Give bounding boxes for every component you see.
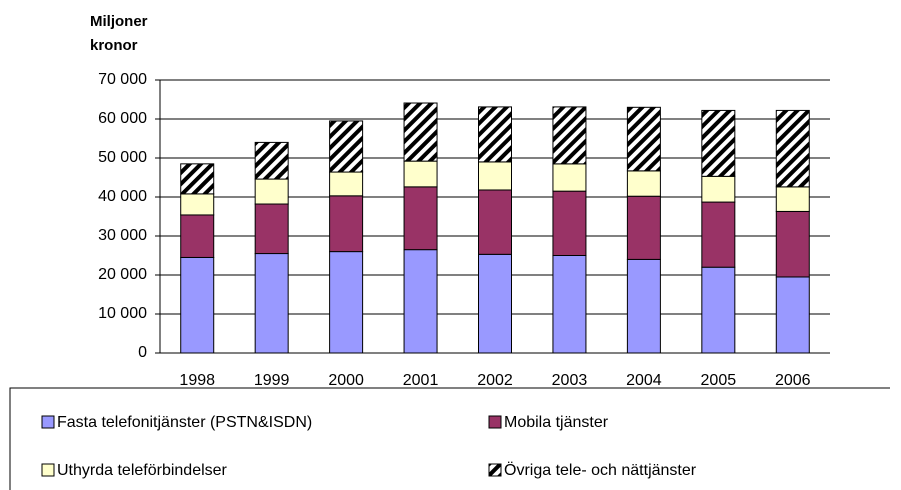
bar-segment xyxy=(626,258,661,354)
bar-segment xyxy=(403,102,438,162)
bar-segment xyxy=(403,186,438,251)
bar-segment xyxy=(775,276,810,354)
bar-segment xyxy=(254,203,289,255)
bar-segment xyxy=(552,163,587,192)
x-tick-label: 2001 xyxy=(403,372,439,389)
bar-segment xyxy=(775,210,810,278)
bar-segment xyxy=(626,170,661,197)
bar-segment xyxy=(552,255,587,354)
bar-segment xyxy=(180,163,215,195)
bar-segment xyxy=(552,106,587,165)
bar-segment xyxy=(329,171,364,197)
bar-segment xyxy=(403,160,438,188)
bar-segment xyxy=(254,141,289,180)
legend-label: Övriga tele- och nättjänster xyxy=(504,461,697,479)
bar-segment xyxy=(775,109,810,188)
y-tick-label: 0 xyxy=(138,344,147,361)
bar-segment xyxy=(626,106,661,172)
bar-segment xyxy=(478,161,512,191)
y-tick-label: 30 000 xyxy=(98,227,147,244)
legend-label: Fasta telefonitjänster (PSTN&ISDN) xyxy=(57,414,312,431)
x-tick-label: 1999 xyxy=(254,372,290,389)
y-tick-label: 60 000 xyxy=(98,110,147,127)
bar-segment xyxy=(329,195,364,253)
x-tick-label: 2003 xyxy=(552,372,588,389)
bar-segment xyxy=(478,253,512,354)
bar-segment xyxy=(626,195,661,260)
y-tick-label: 10 000 xyxy=(98,305,147,322)
y-tick-label: 70 000 xyxy=(98,71,147,88)
bar-segment xyxy=(180,256,215,354)
y-tick-label: 20 000 xyxy=(98,266,147,283)
bar-segment xyxy=(552,190,587,256)
bar-segment xyxy=(180,214,215,258)
bar-segment xyxy=(254,178,289,205)
x-tick-label: 1998 xyxy=(179,372,215,389)
x-tick-label: 2000 xyxy=(328,372,364,389)
bar-segment xyxy=(329,120,364,173)
bar-segment xyxy=(701,109,736,177)
legend-box xyxy=(9,387,890,490)
bar-segment xyxy=(701,175,736,203)
y-axis-title: Miljoner xyxy=(90,13,148,30)
bar-segment xyxy=(180,193,215,216)
x-tick-label: 2004 xyxy=(626,372,662,389)
bar-segment xyxy=(329,251,364,354)
bar-segment xyxy=(701,266,736,354)
bar-segment xyxy=(254,253,289,354)
y-tick-label: 50 000 xyxy=(98,149,147,166)
bar-segment xyxy=(403,249,438,354)
bar-segment xyxy=(775,186,810,212)
legend-label: Mobila tjänster xyxy=(504,414,609,431)
bar-segment xyxy=(478,106,512,163)
legend-swatch xyxy=(41,415,55,429)
y-axis-title: kronor xyxy=(90,37,138,54)
legend-swatch xyxy=(41,463,55,477)
legend-label: Uthyrda teleförbindelser xyxy=(57,462,228,479)
legend-swatch xyxy=(488,463,502,477)
legend-swatch xyxy=(488,415,502,429)
x-tick-label: 2002 xyxy=(477,372,513,389)
y-tick-label: 40 000 xyxy=(98,188,147,205)
x-tick-label: 2006 xyxy=(775,372,811,389)
bar-segment xyxy=(701,201,736,268)
x-tick-label: 2005 xyxy=(701,372,737,389)
bar-segment xyxy=(478,189,512,255)
